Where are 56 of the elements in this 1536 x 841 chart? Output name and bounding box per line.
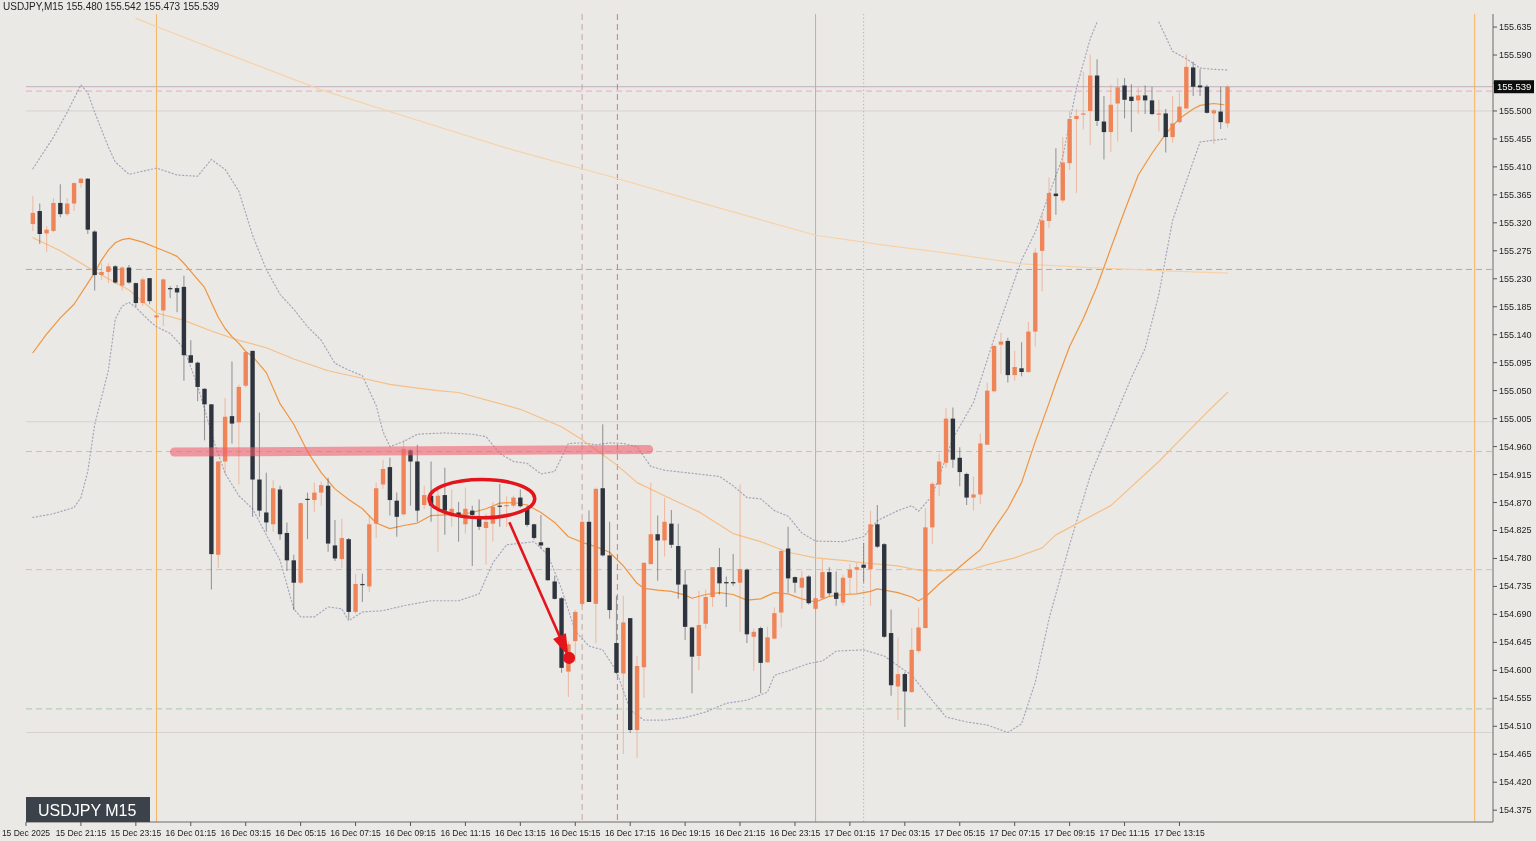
x-tick-label: 17 Dec 11:15 [1099, 828, 1150, 838]
y-tick-label: 154.510 [1499, 721, 1532, 732]
x-tick-label: 15 Dec 21:15 [55, 828, 107, 838]
y-tick-label: 154.870 [1499, 497, 1532, 508]
y-tick-label: 154.915 [1499, 469, 1532, 480]
x-tick-label: 16 Dec 01:15 [165, 828, 217, 838]
y-tick-label: 154.780 [1499, 553, 1532, 564]
line-series [135, 17, 1229, 274]
x-tick-label: 16 Dec 21:15 [714, 828, 766, 838]
y-tick-label: 154.825 [1499, 525, 1532, 536]
y-tick-label: 154.600 [1499, 665, 1532, 676]
y-tick-label: 154.735 [1499, 581, 1532, 592]
x-tick-label: 16 Dec 19:15 [659, 828, 711, 838]
y-tick-label: 155.275 [1499, 245, 1532, 256]
y-tick-label: 155.140 [1499, 329, 1532, 340]
x-tick-label: 15 Dec 23:15 [110, 828, 162, 838]
y-tick-label: 155.005 [1499, 413, 1532, 424]
y-tick-label: 155.320 [1499, 217, 1532, 228]
x-tick-label: 16 Dec 23:15 [769, 828, 821, 838]
y-tick-label: 155.410 [1499, 161, 1532, 172]
x-tick-label: 16 Dec 17:15 [604, 828, 656, 838]
y-tick-label: 154.555 [1499, 693, 1532, 704]
x-tick-label: 16 Dec 07:15 [330, 828, 382, 838]
y-tick-label: 154.960 [1499, 441, 1532, 452]
y-tick-label: 154.375 [1499, 805, 1532, 816]
x-tick-label: 17 Dec 09:15 [1044, 828, 1096, 838]
x-tick-label: 16 Dec 05:15 [275, 828, 327, 838]
y-tick-label: 155.050 [1499, 385, 1532, 396]
x-tick-label: 16 Dec 13:15 [495, 828, 546, 838]
y-tick-label: 155.500 [1499, 105, 1532, 116]
chart-title: USDJPY,M15 155.480 155.542 155.473 155.539 [3, 1, 220, 12]
x-tick-label: 15 Dec 2025 [1, 828, 51, 838]
x-tick-label: 16 Dec 09:15 [385, 828, 437, 838]
y-tick-label: 155.590 [1499, 50, 1532, 61]
y-tick-label: 155.230 [1499, 273, 1532, 284]
y-tick-label: 155.635 [1499, 22, 1532, 33]
y-tick-label: 155.365 [1499, 189, 1532, 200]
annotation: USDJPY M15 [38, 801, 137, 819]
y-tick-label: 155.185 [1499, 301, 1532, 312]
y-tick-label: 154.420 [1499, 777, 1532, 788]
x-tick-label: 16 Dec 15:15 [549, 828, 601, 838]
y-tick-label: 155.455 [1499, 133, 1532, 144]
x-tick-label: 16 Dec 11:15 [440, 828, 491, 838]
x-tick-label: 17 Dec 07:15 [989, 828, 1041, 838]
x-tick-label: 17 Dec 13:15 [1154, 828, 1206, 838]
x-tick-label: 17 Dec 05:15 [934, 828, 986, 838]
y-tick-label: 154.465 [1499, 749, 1532, 760]
y-tick-label: 154.645 [1499, 637, 1532, 648]
ref-line-label: 155.539 [1497, 81, 1532, 93]
y-tick-label: 154.690 [1499, 609, 1532, 620]
candlestick [792, 575, 798, 594]
x-tick-label: 17 Dec 03:15 [879, 828, 931, 838]
x-tick-label: 16 Dec 03:15 [220, 828, 272, 838]
y-tick-label: 155.095 [1499, 357, 1532, 368]
x-tick-label: 17 Dec 01:15 [824, 828, 876, 838]
line-series [32, 237, 1229, 572]
